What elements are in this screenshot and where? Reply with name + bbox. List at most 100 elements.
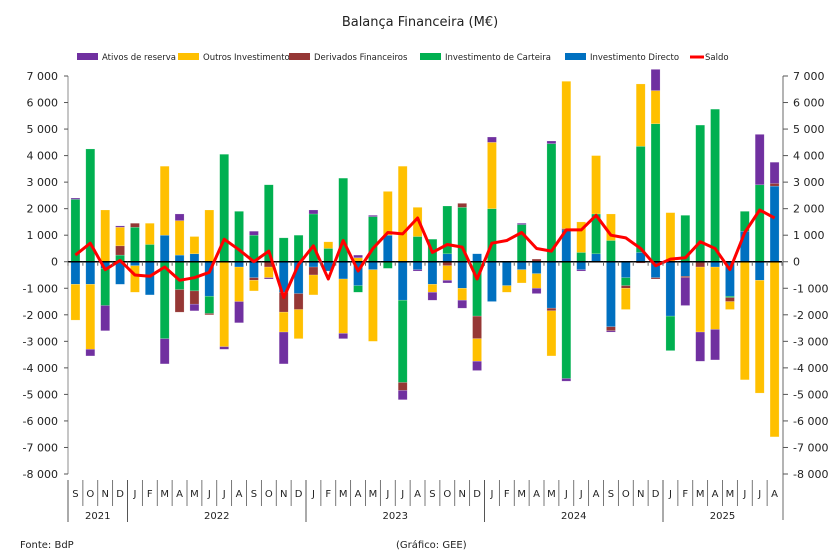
bar-segment: [665, 315, 676, 351]
y-tick-label-right: 4 000: [793, 150, 825, 163]
bar-segment: [531, 273, 542, 289]
bar-segment: [130, 226, 140, 262]
bar-segment: [769, 185, 780, 262]
bar-segment: [130, 223, 140, 228]
bar-segment: [249, 261, 259, 278]
bar-segment: [115, 226, 125, 247]
bar-segment: [546, 310, 557, 357]
x-month-label: D: [116, 489, 124, 500]
x-month-label: N: [458, 489, 465, 500]
legend-swatch: [77, 53, 98, 60]
x-month-label: O: [265, 489, 273, 500]
bar-segment: [576, 252, 586, 262]
y-tick-label: -4 000: [23, 362, 58, 375]
x-month-label: N: [101, 489, 108, 500]
bar-segment: [487, 142, 497, 209]
chart-title: Balança Financeira (M€): [342, 15, 498, 30]
bar-segment: [174, 289, 185, 313]
y-tick-label: -1 000: [23, 282, 58, 295]
bar-segment: [174, 213, 185, 221]
bar-segment: [159, 234, 170, 262]
y-tick-label: 6 000: [27, 97, 59, 110]
bar-segment: [338, 278, 348, 334]
bar-segment: [145, 244, 155, 262]
bar-segment: [635, 83, 646, 147]
bar-segment: [427, 284, 438, 293]
x-month-label: J: [668, 489, 672, 500]
bar-segment: [621, 261, 631, 278]
bar-segment: [561, 81, 572, 229]
bar-segment: [293, 293, 304, 310]
bar-segment: [680, 277, 691, 306]
y-tick-label: 7 000: [27, 70, 59, 83]
bar-segment: [591, 253, 601, 262]
bar-segment: [383, 234, 393, 262]
bar-segment: [368, 215, 378, 217]
y-tick-label-right: -6 000: [793, 415, 828, 428]
bar-segment: [115, 245, 125, 256]
y-axis-right: 7 000 6 000 5 000 4 000 3 000 2 000 1 000 0 -1 0…: [782, 70, 828, 520]
bar-segment: [308, 266, 319, 276]
bar-segment: [383, 191, 393, 236]
bar-segment: [457, 261, 467, 289]
bar-segment: [338, 333, 348, 339]
bar-segment: [710, 266, 720, 330]
bar-segment: [293, 234, 304, 262]
y-tick-label: 0: [51, 256, 58, 269]
bar-segment: [725, 297, 735, 302]
x-month-label: M: [369, 489, 378, 500]
bar-segment: [457, 203, 467, 208]
legend-swatch: [565, 53, 586, 60]
bar-segment: [397, 299, 408, 383]
bar-segment: [70, 284, 81, 321]
legend-item: Outros Investimentos: [178, 53, 295, 63]
saldo-line-path: [74, 208, 776, 300]
legend-label: Derivados Financeiros: [314, 53, 408, 63]
bar-segment: [278, 237, 289, 262]
bar-segment: [516, 269, 527, 284]
bar-segment: [769, 261, 780, 438]
bar-segment: [546, 261, 557, 309]
x-month-label: A: [593, 489, 600, 500]
bar-segment: [159, 261, 170, 339]
bar-segment: [174, 254, 185, 262]
y-tick-label-right: 5 000: [793, 123, 825, 136]
bar-segment: [769, 161, 780, 184]
y-tick-label: 3 000: [27, 176, 59, 189]
bar-segment: [546, 140, 557, 144]
x-year-label: 2023: [383, 511, 408, 522]
bar-segment: [754, 261, 765, 281]
bar-segment: [189, 253, 200, 262]
x-month-label: M: [339, 489, 348, 500]
bar-segment: [264, 266, 274, 278]
y-tick-label: -2 000: [23, 309, 58, 322]
x-month-label: J: [311, 489, 315, 500]
bar-segment: [695, 331, 705, 362]
y-tick-label-right: -5 000: [793, 388, 828, 401]
bar-segment: [412, 236, 423, 262]
bar-segment: [353, 254, 363, 259]
bar-segment: [234, 301, 244, 324]
x-month-label: M: [517, 489, 526, 500]
legend-item: Derivados Financeiros: [289, 53, 408, 63]
bar-segment: [546, 307, 557, 312]
y-tick-label-right: 6 000: [793, 97, 825, 110]
bar-segment: [427, 291, 438, 301]
y-tick-label-right: -3 000: [793, 335, 828, 348]
y-tick-label-right: -7 000: [793, 441, 828, 454]
x-month-label: J: [207, 489, 211, 500]
y-tick-label: -7 000: [23, 441, 58, 454]
bar-segment: [427, 261, 438, 285]
x-month-label: O: [86, 489, 94, 500]
x-year-label: 2024: [561, 511, 586, 522]
legend-label: Investimento Directo: [590, 53, 679, 63]
x-month-label: S: [72, 489, 78, 500]
legend-label: Ativos de reserva: [102, 53, 176, 63]
bar-segment: [695, 261, 705, 268]
y-tick-label-right: -2 000: [793, 309, 828, 322]
bar-segment: [531, 261, 542, 274]
x-year-label: 2021: [85, 511, 110, 522]
bar-segment: [561, 261, 572, 379]
bar-segment: [754, 280, 765, 394]
